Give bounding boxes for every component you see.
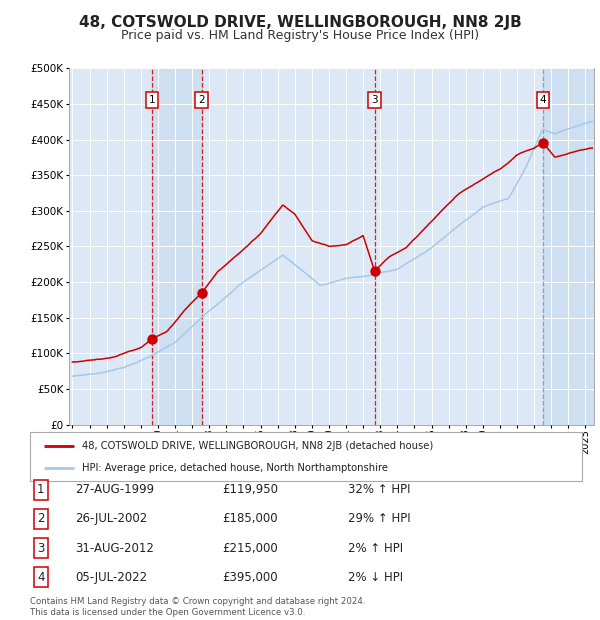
Text: £119,950: £119,950 bbox=[222, 484, 278, 496]
Text: 48, COTSWOLD DRIVE, WELLINGBOROUGH, NN8 2JB: 48, COTSWOLD DRIVE, WELLINGBOROUGH, NN8 … bbox=[79, 16, 521, 30]
Text: 05-JUL-2022: 05-JUL-2022 bbox=[75, 571, 147, 583]
Text: 27-AUG-1999: 27-AUG-1999 bbox=[75, 484, 154, 496]
Text: 32% ↑ HPI: 32% ↑ HPI bbox=[348, 484, 410, 496]
Text: 1: 1 bbox=[149, 95, 155, 105]
FancyBboxPatch shape bbox=[30, 432, 582, 480]
Text: 2: 2 bbox=[37, 513, 44, 525]
Text: £215,000: £215,000 bbox=[222, 542, 278, 554]
Text: 29% ↑ HPI: 29% ↑ HPI bbox=[348, 513, 410, 525]
Text: 2% ↑ HPI: 2% ↑ HPI bbox=[348, 542, 403, 554]
Text: 2: 2 bbox=[199, 95, 205, 105]
Text: Contains HM Land Registry data © Crown copyright and database right 2024.
This d: Contains HM Land Registry data © Crown c… bbox=[30, 598, 365, 617]
Text: 26-JUL-2002: 26-JUL-2002 bbox=[75, 513, 147, 525]
Text: 1: 1 bbox=[37, 484, 44, 496]
Text: £185,000: £185,000 bbox=[222, 513, 278, 525]
Text: 48, COTSWOLD DRIVE, WELLINGBOROUGH, NN8 2JB (detached house): 48, COTSWOLD DRIVE, WELLINGBOROUGH, NN8 … bbox=[82, 441, 434, 451]
Bar bbox=[152, 68, 202, 425]
Text: HPI: Average price, detached house, North Northamptonshire: HPI: Average price, detached house, Nort… bbox=[82, 463, 388, 474]
Text: 4: 4 bbox=[37, 571, 44, 583]
Text: 2% ↓ HPI: 2% ↓ HPI bbox=[348, 571, 403, 583]
Bar bbox=[543, 68, 594, 425]
Text: £395,000: £395,000 bbox=[222, 571, 278, 583]
Text: 4: 4 bbox=[539, 95, 546, 105]
Text: 3: 3 bbox=[371, 95, 378, 105]
Text: Price paid vs. HM Land Registry's House Price Index (HPI): Price paid vs. HM Land Registry's House … bbox=[121, 29, 479, 42]
Text: 3: 3 bbox=[37, 542, 44, 554]
Text: 31-AUG-2012: 31-AUG-2012 bbox=[75, 542, 154, 554]
